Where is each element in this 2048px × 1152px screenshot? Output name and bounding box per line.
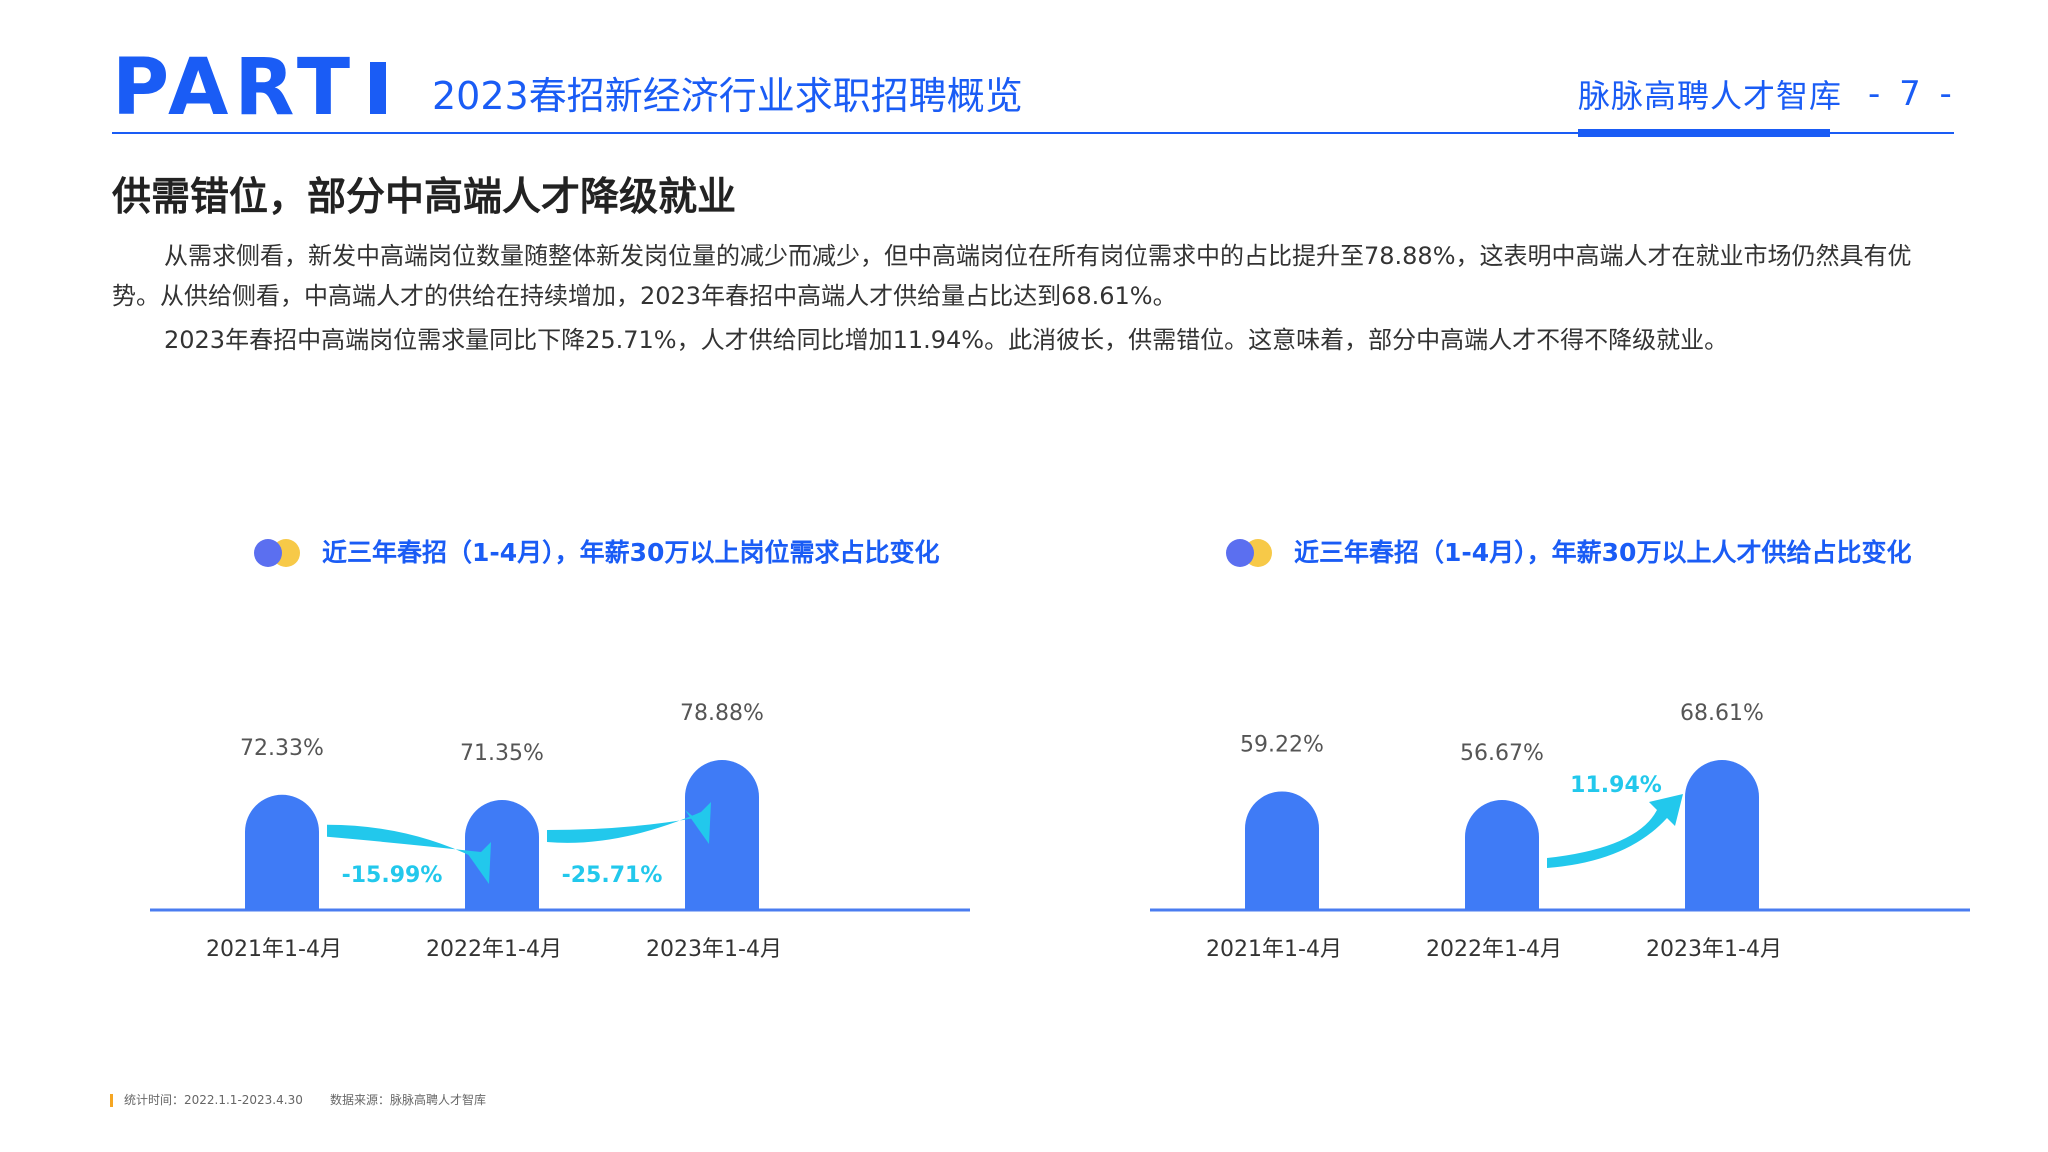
footer-stat-time: 统计时间：2022.1.1-2023.4.30 xyxy=(124,1093,303,1107)
bar-2 xyxy=(1465,800,1539,910)
paragraph-1-text: 从需求侧看，新发中高端岗位数量随整体新发岗位量的减少而减少，但中高端岗位在所有岗… xyxy=(112,242,1912,310)
bar-value-label: 71.35% xyxy=(460,741,544,766)
bar-value-label: 72.33% xyxy=(240,736,324,761)
paragraph-2: 2023年春招中高端岗位需求量同比下降25.71%，人才供给同比增加11.94%… xyxy=(112,320,1942,360)
chart-2-title: 近三年春招（1-4月），年薪30万以上人才供给占比变化 xyxy=(1294,538,1912,567)
change-label: 11.94% xyxy=(1570,773,1662,798)
part-label: PART xyxy=(112,43,357,133)
section-title: 2023春招新经济行业求职招聘概览 xyxy=(432,74,1023,118)
page-heading: 供需错位，部分中高端人才降级就业 xyxy=(112,175,737,220)
chart-1-demand: 72.33% 2021年1-4月 71.35% 2022年1-4月 78.88% 2023… xyxy=(150,701,970,962)
bar-1 xyxy=(1245,791,1319,910)
category-label: 2022年1-4月 xyxy=(426,937,562,962)
category-label: 2021年1-4月 xyxy=(206,937,342,962)
page-number: - 7 - xyxy=(1868,74,1956,114)
category-label: 2023年1-4月 xyxy=(646,937,782,962)
change-arrow-2 xyxy=(547,802,711,844)
chart-2-supply: 59.22% 2021年1-4月 56.67% 2022年1-4月 68.61% 2023… xyxy=(1150,701,1970,962)
change-arrow-1 xyxy=(327,824,491,884)
footer-data-source: 数据来源：脉脉高聘人才智库 xyxy=(330,1093,487,1107)
change-label: -25.71% xyxy=(562,863,663,888)
bar-value-label: 78.88% xyxy=(680,701,764,726)
change-label: -15.99% xyxy=(342,863,443,888)
category-label: 2023年1-4月 xyxy=(1646,937,1782,962)
chart-1-title: 近三年春招（1-4月），年薪30万以上岗位需求占比变化 xyxy=(322,538,940,567)
bar-value-label: 59.22% xyxy=(1240,732,1324,757)
paragraph-2-text: 2023年春招中高端岗位需求量同比下降25.71%，人才供给同比增加11.94%… xyxy=(164,326,1729,354)
bar-3 xyxy=(685,760,759,910)
change-arrow-1 xyxy=(1547,794,1683,868)
footer-accent xyxy=(110,1094,113,1107)
header-divider xyxy=(112,132,1954,134)
chart-2-title-icon xyxy=(1226,536,1276,570)
bar-value-label: 68.61% xyxy=(1680,701,1764,726)
part-number-bar xyxy=(370,62,386,114)
paragraph-1: 从需求侧看，新发中高端岗位数量随整体新发岗位量的减少而减少，但中高端岗位在所有岗… xyxy=(112,236,1942,316)
category-label: 2021年1-4月 xyxy=(1206,937,1342,962)
bar-3 xyxy=(1685,760,1759,910)
bar-1 xyxy=(245,794,319,910)
bar-value-label: 56.67% xyxy=(1460,741,1544,766)
chart-1-title-icon xyxy=(254,536,304,570)
brand-name: 脉脉高聘人才智库 xyxy=(1578,77,1843,115)
brand-underline xyxy=(1578,129,1830,137)
category-label: 2022年1-4月 xyxy=(1426,937,1562,962)
bar-2 xyxy=(465,800,539,910)
